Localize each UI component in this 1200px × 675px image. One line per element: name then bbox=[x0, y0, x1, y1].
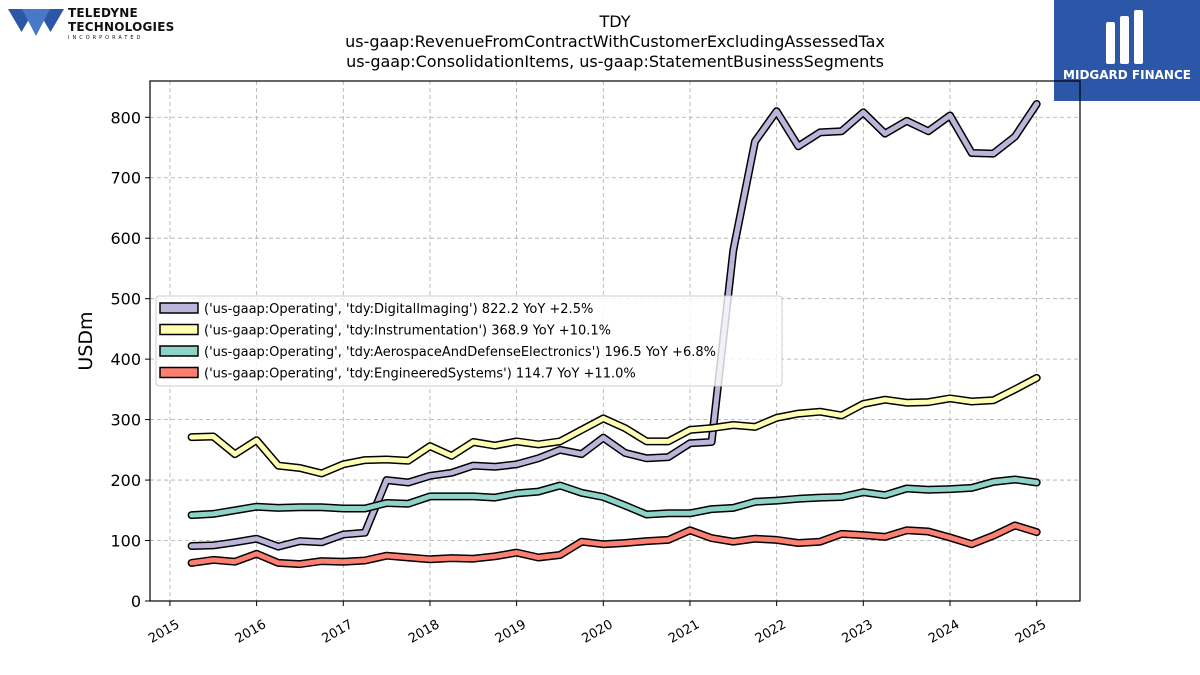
y-tick-label: 100 bbox=[110, 532, 141, 551]
teledyne-logo-icon bbox=[8, 9, 64, 36]
x-tick-label: 2017 bbox=[319, 617, 355, 647]
legend-swatch-1 bbox=[159, 302, 199, 314]
midgard-finance-logo: MIDGARD FINANCE bbox=[1054, 0, 1200, 101]
legend-box bbox=[155, 295, 783, 387]
legend-label-2: ('us-gaap:Operating', 'tdy:Instrumentati… bbox=[204, 324, 611, 339]
x-tick-label: 2023 bbox=[839, 617, 875, 647]
x-tick-label: 2024 bbox=[926, 617, 962, 647]
y-tick-label: 700 bbox=[110, 169, 141, 188]
plot-frame bbox=[149, 80, 1081, 602]
y-tick-label: 0 bbox=[131, 592, 141, 611]
brand-line-2: TECHNOLOGIES bbox=[68, 20, 175, 34]
legend-swatch-3 bbox=[159, 345, 199, 357]
y-axis-label: USDm bbox=[75, 311, 97, 370]
x-tick-label: 2016 bbox=[233, 617, 269, 647]
legend-label-3: ('us-gaap:Operating', 'tdy:AerospaceAndD… bbox=[204, 345, 716, 360]
series-line-4 bbox=[189, 522, 1040, 567]
y-tick-label: 500 bbox=[110, 290, 141, 309]
x-tick-label: 2020 bbox=[579, 617, 615, 647]
series-lines bbox=[187, 100, 1041, 569]
x-tick-label: 2022 bbox=[753, 617, 789, 647]
midgard-logo-icon bbox=[1106, 10, 1143, 64]
x-tick-label: 2019 bbox=[493, 617, 529, 647]
y-tick-label: 400 bbox=[110, 350, 141, 369]
legend: ('us-gaap:Operating', 'tdy:DigitalImagin… bbox=[155, 295, 783, 387]
chart-subtitle-1: us-gaap:RevenueFromContractWithCustomerE… bbox=[345, 32, 885, 51]
midgard-finance-name: MIDGARD FINANCE bbox=[1063, 68, 1191, 82]
x-tick-label: 2018 bbox=[406, 617, 442, 647]
series-line-3 bbox=[189, 477, 1040, 518]
y-tick-label: 300 bbox=[110, 411, 141, 430]
teledyne-logo: TELEDYNE TECHNOLOGIES INCORPORATED bbox=[6, 6, 176, 46]
y-tick-label: 200 bbox=[110, 471, 141, 490]
x-tick-label: 2021 bbox=[666, 617, 702, 647]
legend-swatch-2 bbox=[159, 323, 199, 336]
x-tick-label: 2025 bbox=[1013, 617, 1049, 647]
chart-title: TDY bbox=[599, 12, 631, 31]
chart-subtitle-2: us-gaap:ConsolidationItems, us-gaap:Stat… bbox=[346, 52, 884, 71]
series-line-2 bbox=[189, 375, 1040, 476]
y-tick-label: 600 bbox=[110, 229, 141, 248]
brand-line-1: TELEDYNE bbox=[68, 6, 138, 20]
series-line-1 bbox=[189, 101, 1040, 550]
legend-label-4: ('us-gaap:Operating', 'tdy:EngineeredSys… bbox=[204, 367, 636, 382]
legend-label-1: ('us-gaap:Operating', 'tdy:DigitalImagin… bbox=[204, 302, 593, 317]
brand-line-3: INCORPORATED bbox=[68, 35, 144, 41]
x-tick-label: 2015 bbox=[146, 617, 182, 647]
y-tick-label: 800 bbox=[110, 108, 141, 127]
legend-swatch-4 bbox=[159, 366, 199, 379]
